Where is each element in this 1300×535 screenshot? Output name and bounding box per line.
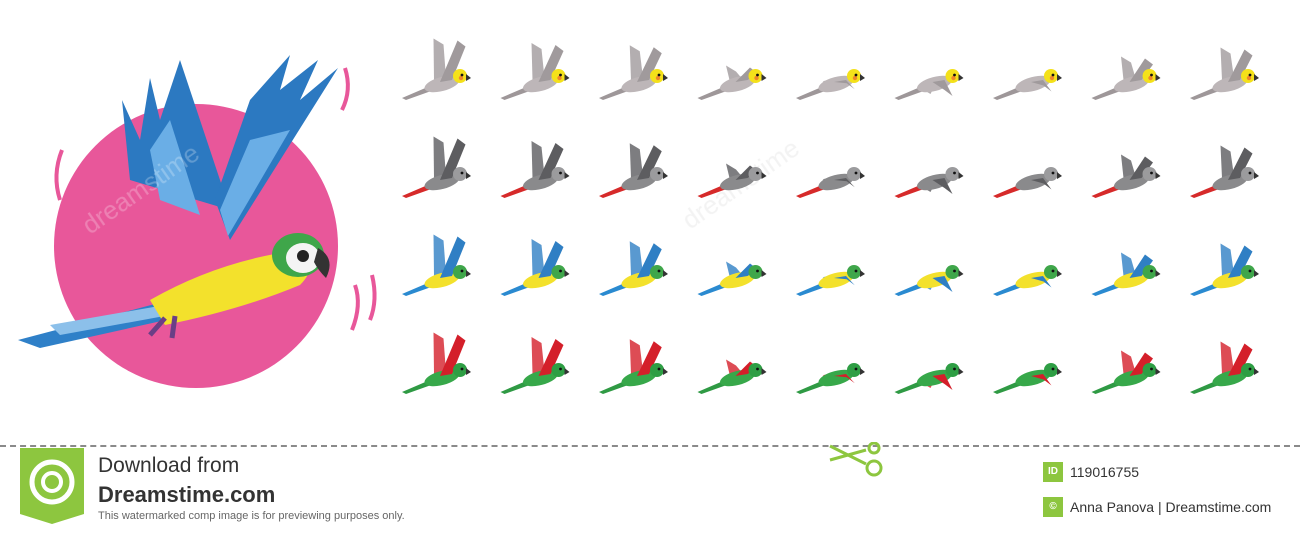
sprite-cockatiel-frame bbox=[796, 69, 865, 100]
sprite-red-frame bbox=[697, 359, 767, 394]
sprite-red-frame bbox=[894, 363, 964, 394]
motion-line bbox=[350, 284, 360, 331]
hero-back-wing bbox=[122, 60, 230, 210]
sprite-grey-frame bbox=[599, 143, 668, 198]
sprite-blue-frame bbox=[796, 265, 865, 296]
sprite-red-frame bbox=[796, 363, 865, 394]
sprite-cockatiel-frame bbox=[1091, 56, 1161, 100]
sprite-grey-frame bbox=[1091, 154, 1161, 198]
sprite-grey-frame bbox=[796, 167, 865, 198]
sprite-cockatiel-frame bbox=[697, 65, 767, 100]
sprite-red-frame bbox=[1091, 350, 1161, 394]
sprite-blue-frame bbox=[1091, 252, 1161, 296]
motion-line bbox=[340, 67, 350, 111]
id-badge: ID bbox=[1043, 462, 1063, 482]
author-credit: Anna Panova | Dreamstime.com bbox=[1070, 499, 1272, 515]
download-line2: Dreamstime.com bbox=[98, 482, 276, 507]
sprite-cockatiel-frame bbox=[993, 69, 1062, 100]
dreamstime-logo-icon bbox=[20, 448, 84, 524]
sprite-cockatiel-frame bbox=[500, 43, 570, 100]
sprite-grid bbox=[402, 38, 1259, 394]
sprite-grey-frame bbox=[697, 163, 767, 198]
sprite-red-frame bbox=[993, 363, 1062, 394]
sprite-cockatiel-frame bbox=[402, 38, 471, 100]
dreamstime-footer: Download from Dreamstime.com This waterm… bbox=[0, 440, 1300, 535]
sprite-cockatiel-frame bbox=[1190, 47, 1259, 100]
download-line1: Download from bbox=[98, 454, 240, 477]
sprite-grey-frame bbox=[402, 136, 471, 198]
hero-beak bbox=[314, 248, 330, 278]
hero-body bbox=[150, 250, 310, 325]
sprite-red-frame bbox=[1190, 341, 1259, 394]
sprite-grey-frame bbox=[1190, 145, 1259, 198]
sprite-blue-frame bbox=[500, 239, 570, 296]
sprite-grey-frame bbox=[500, 141, 570, 198]
sprite-blue-frame bbox=[697, 261, 767, 296]
sprite-blue-frame bbox=[1190, 243, 1259, 296]
sprite-cockatiel-frame bbox=[894, 69, 964, 100]
sprite-red-frame bbox=[402, 332, 471, 394]
sprite-sheet-artwork: dreamstime dreamstime bbox=[18, 38, 1259, 394]
sprite-cockatiel-frame bbox=[599, 45, 668, 100]
image-id: 119016755 bbox=[1070, 464, 1140, 480]
sprite-red-frame bbox=[599, 339, 668, 394]
sprite-blue-frame bbox=[599, 241, 668, 296]
hero-macaw bbox=[18, 55, 377, 388]
scissors-icon bbox=[829, 442, 883, 477]
sprite-blue-frame bbox=[993, 265, 1062, 296]
dashed-cut-line bbox=[0, 445, 1300, 447]
sprite-blue-frame bbox=[402, 234, 471, 296]
motion-line bbox=[368, 274, 377, 321]
sprite-blue-frame bbox=[894, 265, 964, 296]
preview-disclaimer: This watermarked comp image is for previ… bbox=[98, 510, 405, 522]
copyright-badge: © bbox=[1043, 497, 1063, 517]
sprite-grey-frame bbox=[993, 167, 1062, 198]
motion-line bbox=[54, 149, 64, 201]
sprite-red-frame bbox=[500, 337, 570, 394]
sprite-grey-frame bbox=[894, 167, 964, 198]
